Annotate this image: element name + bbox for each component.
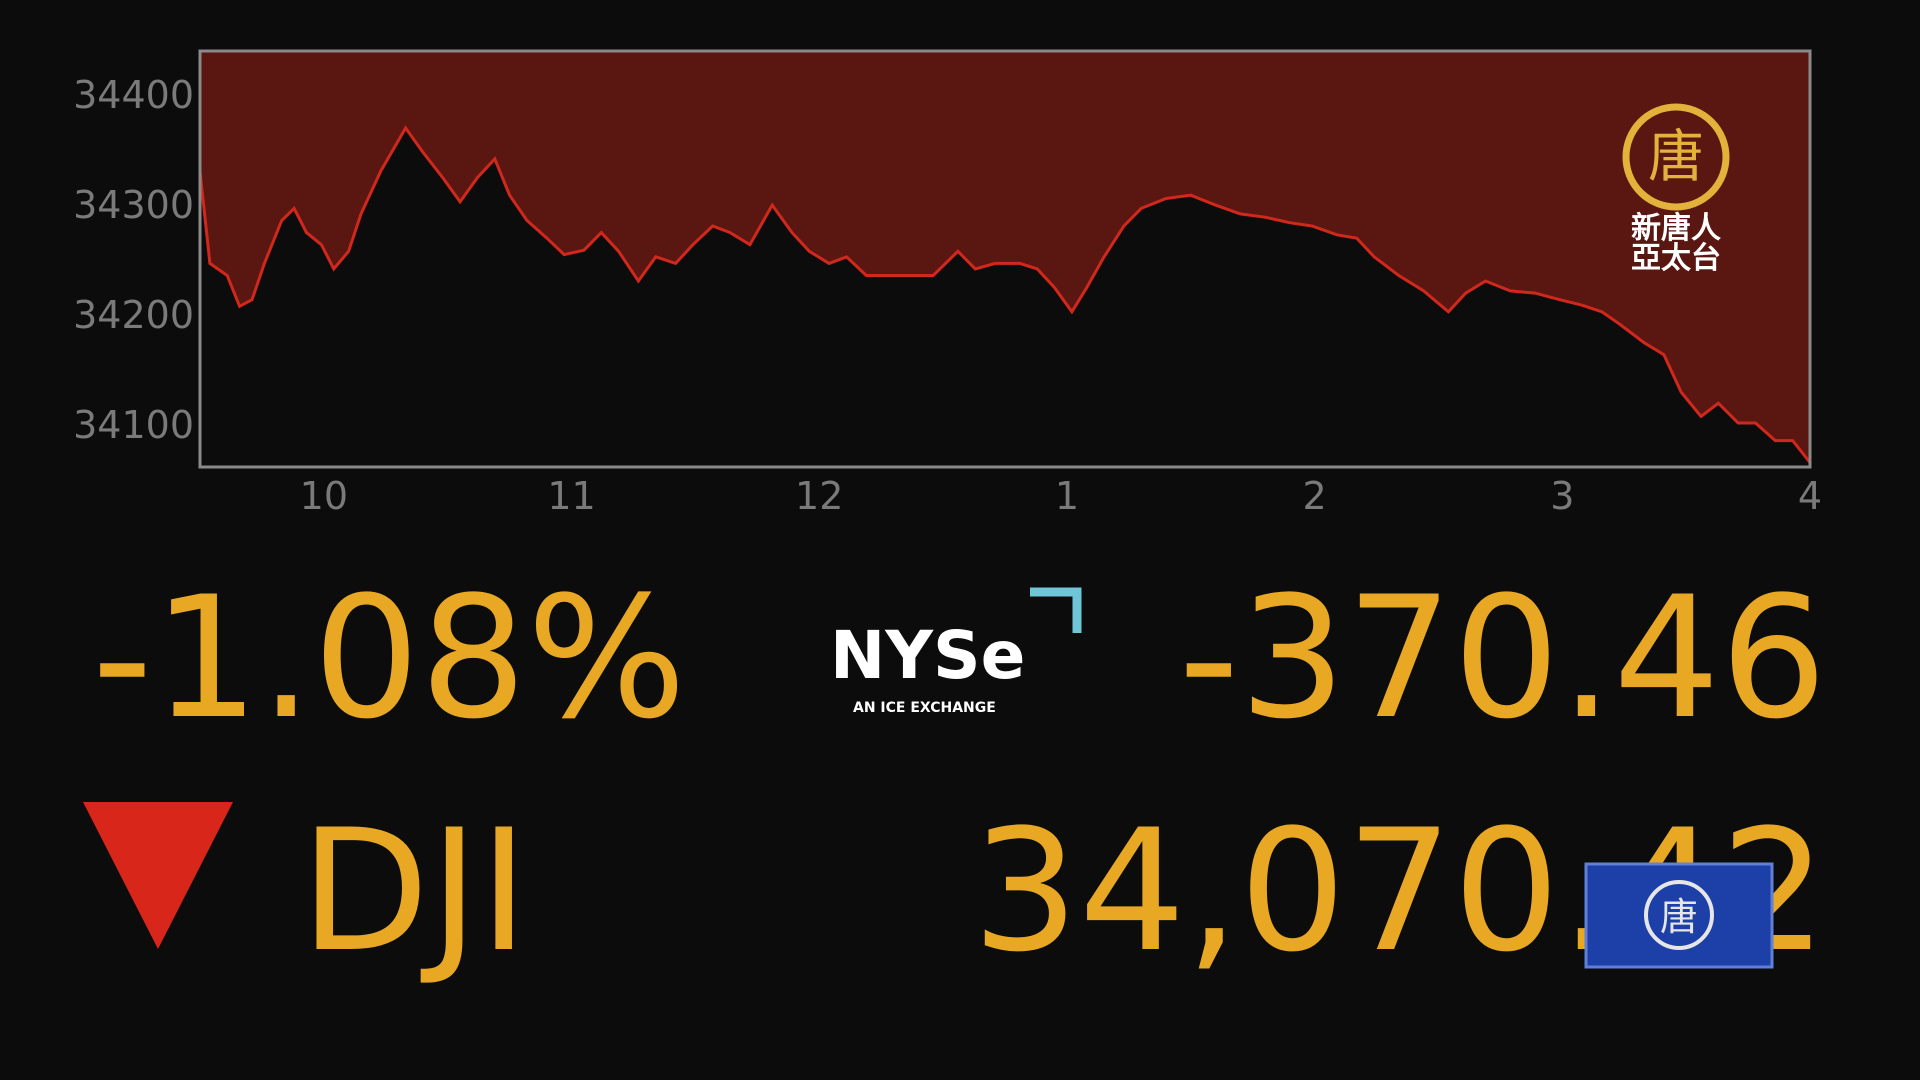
channel-ring (1622, 103, 1730, 211)
x-tick-label: 12 (795, 474, 843, 518)
symbol: DJI (300, 793, 528, 989)
x-tick-label: 2 (1303, 474, 1327, 518)
plot-frame (198, 49, 1812, 469)
y-tick-label: 34300 (73, 183, 194, 227)
down-arrow (83, 802, 233, 949)
area-fill (200, 51, 1810, 463)
x-tick-label: 1 (1055, 474, 1079, 518)
exchange-logo: NYSe (830, 617, 1025, 694)
badge-mark: 唐 (1660, 895, 1698, 939)
plot (198, 51, 1812, 464)
change-percent: -1.08% (92, 560, 686, 756)
x-tick-label: 11 (547, 474, 595, 518)
price-line (198, 125, 1812, 464)
x-tick-label: 4 (1798, 474, 1822, 518)
channel-name: 新唐人 (1631, 211, 1721, 246)
y-tick-label: 34200 (73, 293, 194, 337)
channel-mark: 唐 (1648, 125, 1704, 190)
x-tick-label: 3 (1550, 474, 1574, 518)
badge-ring (1644, 880, 1714, 950)
y-tick-label: 34400 (73, 73, 194, 117)
exchange-tagline: AN ICE EXCHANGE (853, 700, 996, 716)
x-tick-label: 10 (300, 474, 348, 518)
exchange-bracket (1030, 587, 1082, 633)
change-points: -370.46 (1179, 560, 1827, 756)
y-tick-label: 34100 (73, 403, 194, 447)
channel-region: 亞太台 (1631, 241, 1721, 276)
